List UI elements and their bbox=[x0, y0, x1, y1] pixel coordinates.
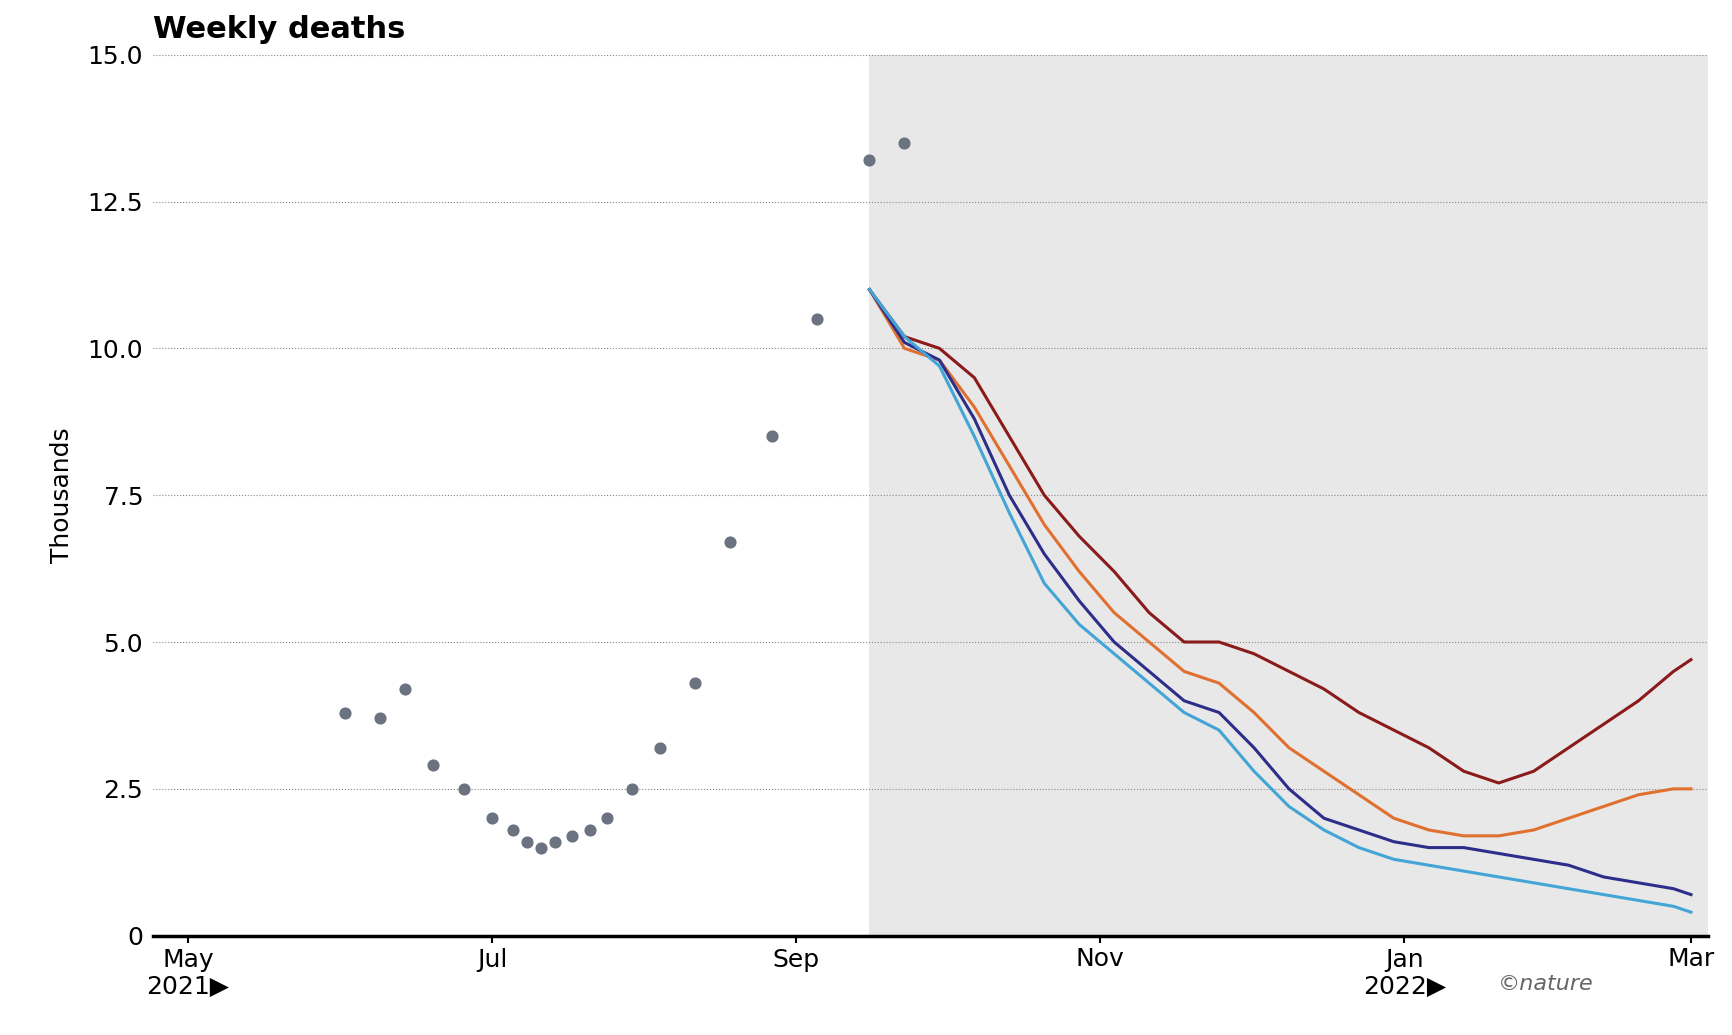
Y-axis label: Thousands: Thousands bbox=[50, 427, 74, 563]
Point bbox=[540, 833, 568, 850]
Point bbox=[646, 739, 674, 756]
Point bbox=[681, 675, 708, 691]
Point bbox=[391, 681, 419, 698]
Point bbox=[715, 534, 743, 551]
Point bbox=[759, 428, 786, 445]
Point bbox=[419, 757, 447, 773]
Point bbox=[577, 822, 604, 838]
Point bbox=[804, 310, 831, 327]
Point bbox=[856, 152, 883, 169]
Point bbox=[618, 780, 646, 797]
Point bbox=[558, 828, 585, 845]
Point bbox=[499, 822, 527, 838]
Bar bbox=[869, 55, 1725, 936]
Point bbox=[365, 710, 393, 727]
Point bbox=[890, 135, 918, 151]
Text: Weekly deaths: Weekly deaths bbox=[152, 14, 405, 45]
Point bbox=[513, 833, 540, 850]
Text: ©nature: ©nature bbox=[1498, 974, 1593, 994]
Point bbox=[450, 780, 478, 797]
Point bbox=[527, 839, 554, 856]
Point bbox=[478, 810, 506, 827]
Point bbox=[331, 704, 359, 720]
Point bbox=[594, 810, 622, 827]
